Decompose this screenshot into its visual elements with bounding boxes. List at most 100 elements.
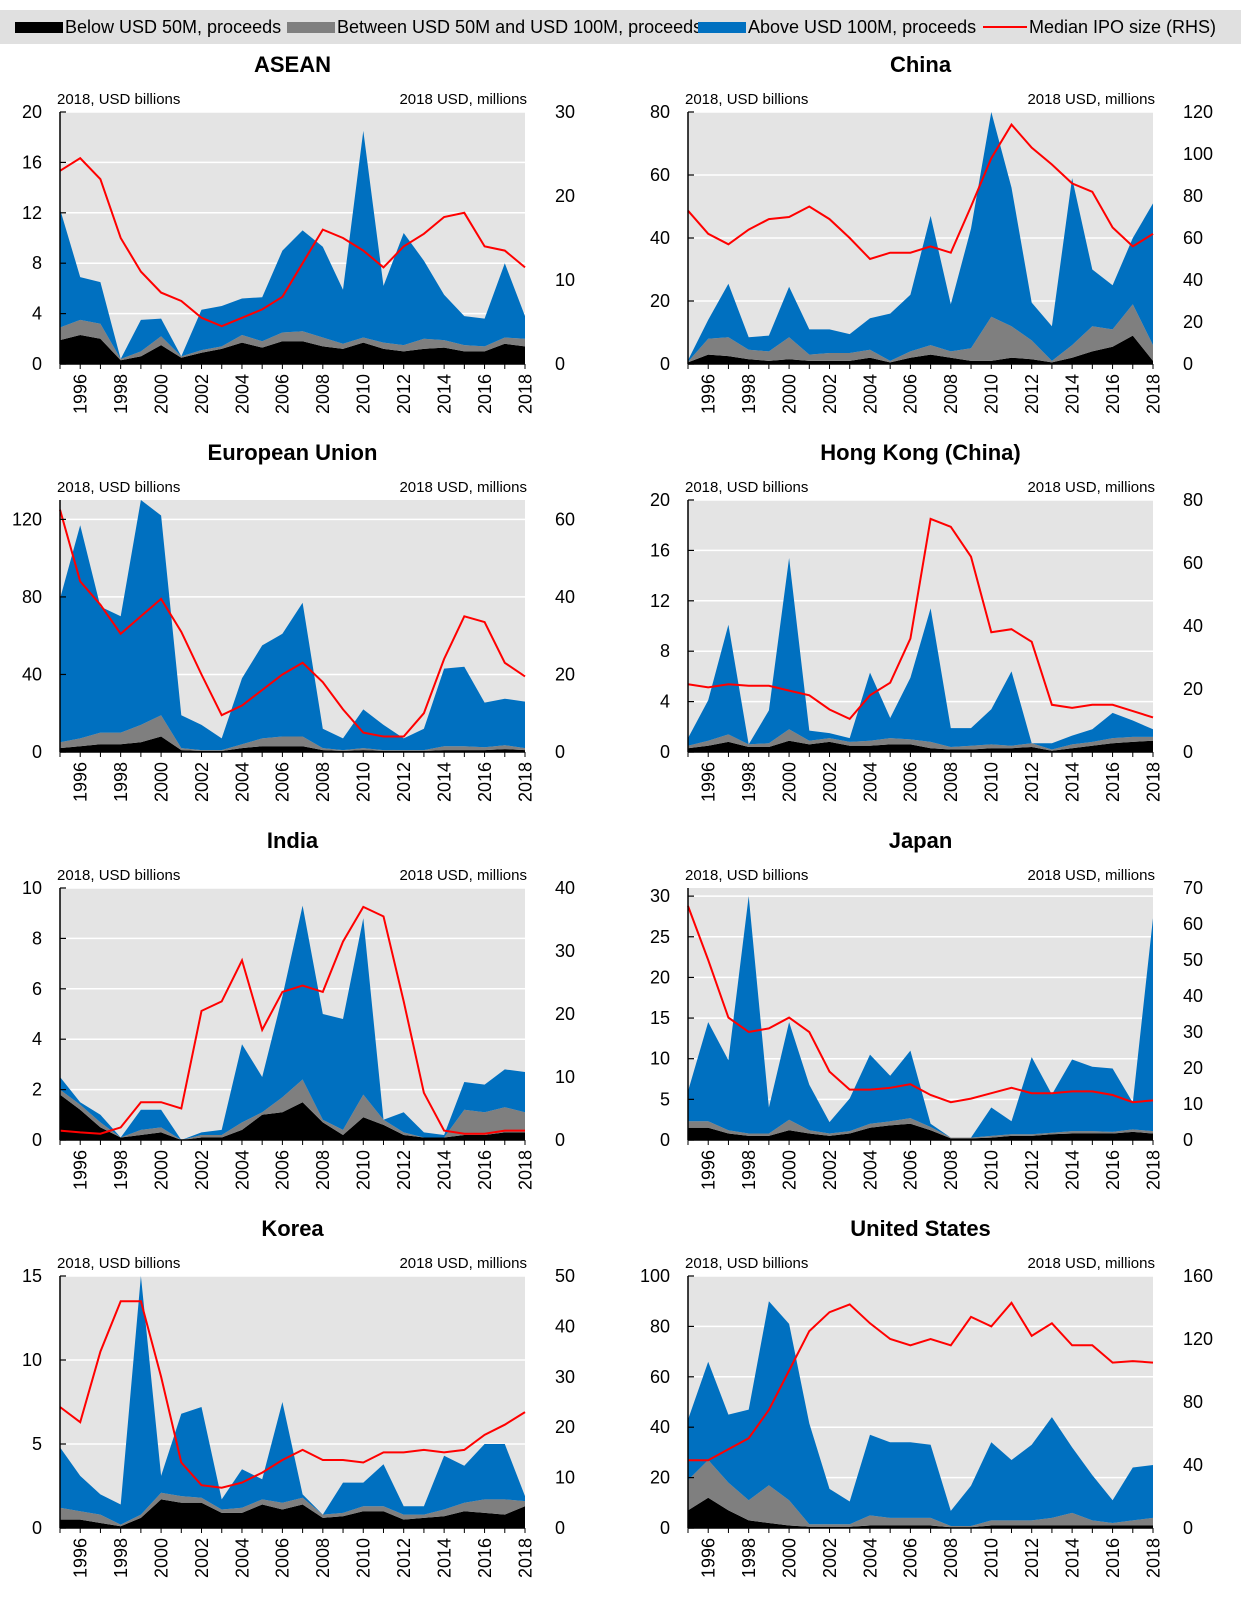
- chart-title: Korea: [261, 1216, 324, 1241]
- y-tick-label: 2: [32, 1080, 42, 1100]
- chart-panel-india: India 0 2 4 6 8 10 0 10 20 30 40 1996 1998 2000 2002 200…: [0, 826, 620, 1223]
- y-tick-label: 0: [32, 354, 42, 374]
- x-tick-label: 2000: [779, 374, 799, 414]
- x-tick-label: 2000: [151, 762, 171, 802]
- legend-label: Above USD 100M, proceeds: [748, 16, 977, 37]
- chart-title: India: [267, 828, 319, 853]
- right-axis-unit-label: 2018 USD, millions: [399, 91, 527, 108]
- y-tick-label: 0: [660, 354, 670, 374]
- y-tick-label: 20: [22, 102, 42, 122]
- x-tick-label: 1996: [699, 1538, 719, 1578]
- x-tick-label: 2008: [313, 1538, 333, 1578]
- x-tick-label: 1998: [111, 374, 131, 414]
- area-below-usd-50m-proceeds: [688, 740, 1153, 752]
- left-axis-unit-label: 2018, USD billions: [685, 1255, 808, 1272]
- right-axis-unit-label: 2018 USD, millions: [1027, 867, 1155, 884]
- y-tick-label: 4: [660, 692, 670, 712]
- x-tick-label: 2012: [1022, 762, 1042, 802]
- line-median-ipo-size: [687, 122, 1154, 261]
- x-tick-label: 2004: [860, 374, 880, 414]
- x-tick-label: 2002: [192, 1538, 212, 1578]
- legend-median-ipo: Median IPO size (RHS): [983, 10, 1216, 44]
- x-tick-label: 2006: [273, 1150, 293, 1190]
- x-tick-label: 2002: [192, 374, 212, 414]
- area-above-usd-100m-proceeds: [688, 112, 1153, 362]
- left-axis-unit-label: 2018, USD billions: [685, 91, 808, 108]
- x-tick-label: 2014: [434, 762, 454, 802]
- y-tick-label: 20: [650, 490, 670, 510]
- x-tick-label: 2010: [982, 1150, 1002, 1190]
- x-tick-label: 2016: [475, 374, 495, 414]
- y2-tick-label: 20: [1183, 312, 1203, 332]
- x-tick-label: 2002: [820, 1150, 840, 1190]
- y2-tick-label: 0: [555, 354, 565, 374]
- y-tick-label: 120: [12, 509, 42, 529]
- area-between-usd-50m-and-usd-100m-proceeds: [688, 729, 1153, 751]
- x-tick-label: 2008: [941, 1150, 961, 1190]
- x-tick-label: 2002: [820, 1538, 840, 1578]
- x-tick-label: 2010: [354, 1150, 374, 1190]
- y2-tick-label: 0: [555, 742, 565, 762]
- x-tick-label: 2000: [779, 762, 799, 802]
- chart-svg: Korea 0 5 10 15 0 10 20 30 40 50 1996 1998 2000 2002 20…: [22, 1216, 575, 1578]
- y2-tick-label: 60: [555, 509, 575, 529]
- x-tick-label: 2002: [820, 762, 840, 802]
- y-tick-label: 5: [660, 1089, 670, 1109]
- x-tick-label: 2008: [313, 1150, 333, 1190]
- y2-tick-label: 10: [555, 1067, 575, 1087]
- y2-tick-label: 80: [1183, 490, 1203, 510]
- chart-panel-european-union: European Union 0 40 80 120 0 20 40 60 1996 1998 200…: [0, 438, 620, 835]
- right-axis-unit-label: 2018 USD, millions: [399, 479, 527, 496]
- y-tick-label: 80: [650, 102, 670, 122]
- x-tick-label: 2012: [394, 1538, 414, 1578]
- x-tick-label: 2004: [232, 374, 252, 414]
- chart-title: United States: [850, 1216, 991, 1241]
- x-tick-label: 2012: [394, 1150, 414, 1190]
- y-tick-label: 60: [650, 1367, 670, 1387]
- x-tick-label: 2018: [515, 1538, 535, 1578]
- y2-tick-label: 60: [1183, 553, 1203, 573]
- area-above-usd-100m-proceeds: [688, 558, 1153, 750]
- x-tick-label: 1998: [739, 762, 759, 802]
- x-tick-label: 2000: [151, 1150, 171, 1190]
- y-tick-label: 8: [32, 928, 42, 948]
- y2-tick-label: 20: [555, 1417, 575, 1437]
- chart-svg: Japan 0 5 10 15 20 25 30 0 10 20 30 40 50 60 70 1996 1998…: [650, 828, 1203, 1190]
- y2-tick-label: 120: [1183, 1329, 1213, 1349]
- x-tick-label: 2008: [941, 1538, 961, 1578]
- x-tick-label: 2004: [232, 1538, 252, 1578]
- y-tick-label: 4: [32, 1029, 42, 1049]
- y-tick-label: 25: [650, 927, 670, 947]
- chart-panel-japan: Japan 0 5 10 15 20 25 30 0 10 20 30 40 50 60 70 1996 1998…: [628, 826, 1241, 1223]
- legend-swatch: [698, 21, 746, 33]
- y-tick-label: 40: [22, 664, 42, 684]
- x-tick-label: 1996: [699, 762, 719, 802]
- y2-tick-label: 40: [1183, 1455, 1203, 1475]
- x-tick-label: 2016: [1103, 374, 1123, 414]
- area-above-usd-100m-proceeds: [688, 896, 1153, 1138]
- x-tick-label: 2012: [1022, 374, 1042, 414]
- y2-tick-label: 40: [1183, 616, 1203, 636]
- x-tick-label: 2016: [1103, 1150, 1123, 1190]
- right-axis-unit-label: 2018 USD, millions: [1027, 1255, 1155, 1272]
- left-axis-unit-label: 2018, USD billions: [57, 479, 180, 496]
- x-tick-label: 2006: [901, 762, 921, 802]
- line-median-ipo-size: [687, 905, 1154, 1104]
- y-tick-label: 20: [650, 291, 670, 311]
- y-tick-label: 12: [22, 203, 42, 223]
- line-median-ipo-size: [687, 517, 1154, 721]
- line-median-ipo-size: [688, 1301, 1154, 1462]
- chart-panel-united-states: United States 0 20 40 60 80 100 0 40 80 120 160 1996…: [628, 1214, 1241, 1611]
- y2-tick-label: 50: [555, 1266, 575, 1286]
- x-tick-label: 2018: [1143, 1150, 1163, 1190]
- x-tick-label: 2018: [1143, 374, 1163, 414]
- y2-tick-label: 0: [1183, 1518, 1193, 1538]
- right-axis-unit-label: 2018 USD, millions: [399, 1255, 527, 1272]
- x-tick-label: 2018: [1143, 1538, 1163, 1578]
- area-between-usd-50m-and-usd-100m-proceeds: [688, 1118, 1153, 1139]
- y2-tick-label: 20: [1183, 679, 1203, 699]
- y-tick-label: 20: [650, 1468, 670, 1488]
- x-tick-label: 2018: [1143, 762, 1163, 802]
- y-tick-label: 40: [650, 1417, 670, 1437]
- x-tick-label: 2010: [982, 762, 1002, 802]
